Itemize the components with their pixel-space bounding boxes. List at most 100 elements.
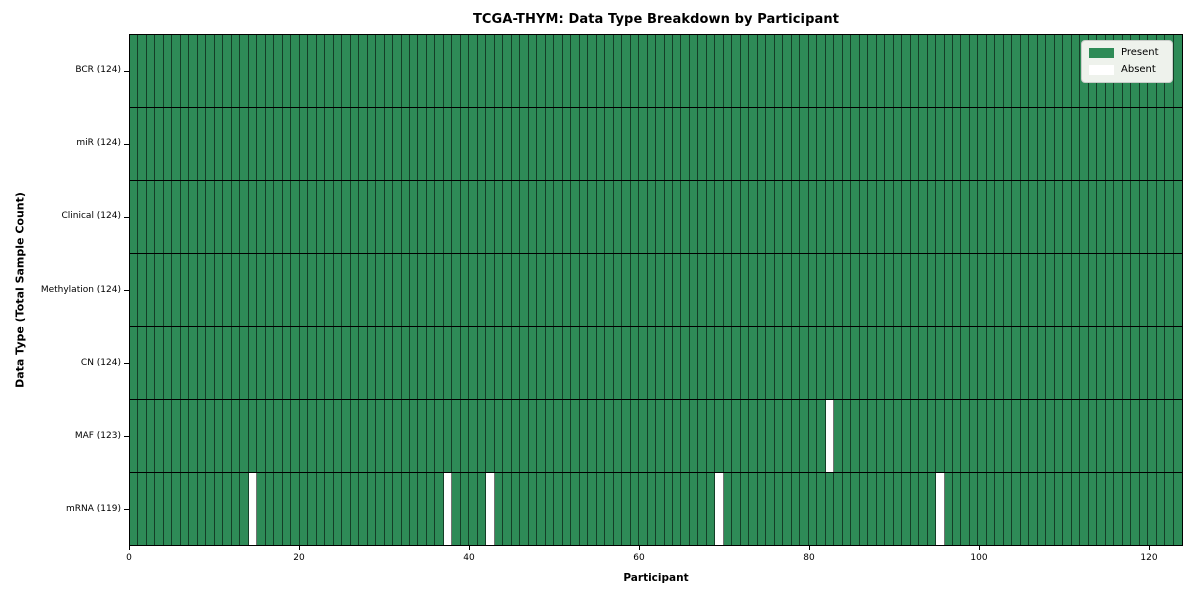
heatmap-cell-present — [1003, 181, 1013, 253]
heatmap-cell-present — [825, 327, 835, 399]
heatmap-cell-present — [1122, 473, 1132, 545]
heatmap-row-methylation — [130, 254, 1182, 327]
heatmap-cell-present — [715, 181, 724, 253]
heatmap-cell-present — [986, 108, 996, 180]
heatmap-cell-present — [469, 35, 478, 107]
heatmap-cell-present — [723, 327, 733, 399]
heatmap-cell-present — [851, 473, 860, 545]
heatmap-cell-present — [808, 108, 818, 180]
heatmap-cell-present — [138, 35, 147, 107]
heatmap-cell-present — [146, 35, 156, 107]
heatmap-cell-present — [579, 254, 589, 326]
heatmap-cell-present — [969, 181, 979, 253]
heatmap-cell-present — [876, 181, 886, 253]
heatmap-cell-present — [265, 35, 275, 107]
heatmap-cell-present — [1114, 400, 1123, 472]
heatmap-cell-present — [1114, 254, 1123, 326]
heatmap-cell-present — [1012, 108, 1021, 180]
heatmap-cell-present — [562, 254, 572, 326]
heatmap-cell-present — [172, 254, 181, 326]
heatmap-cell-present — [698, 400, 707, 472]
heatmap-cell-present — [579, 35, 589, 107]
heatmap-cell-present — [554, 181, 563, 253]
heatmap-cell-present — [1029, 254, 1038, 326]
heatmap-cell-present — [299, 181, 309, 253]
heatmap-cell-present — [656, 327, 665, 399]
heatmap-cell-present — [834, 181, 843, 253]
heatmap-cell-present — [673, 254, 682, 326]
heatmap-cell-present — [1097, 108, 1106, 180]
heatmap-cell-present — [1122, 108, 1132, 180]
heatmap-cell-present — [723, 181, 733, 253]
heatmap-cell-present — [825, 35, 835, 107]
x-tick-mark — [129, 546, 130, 550]
heatmap-cell-present — [393, 327, 402, 399]
heatmap-cell-present — [740, 35, 750, 107]
heatmap-cell-present — [537, 254, 546, 326]
heatmap-cell-present — [732, 254, 741, 326]
heatmap-cell-present — [435, 400, 444, 472]
heatmap-cell-present — [1156, 108, 1166, 180]
heatmap-cell-present — [180, 181, 190, 253]
heatmap-cell-present — [1114, 181, 1123, 253]
heatmap-cell-present — [350, 108, 360, 180]
heatmap-cell-present — [1020, 327, 1030, 399]
heatmap-cell-present — [299, 327, 309, 399]
heatmap-cell-present — [757, 254, 767, 326]
x-tick-mark — [639, 546, 640, 550]
chart-title: TCGA-THYM: Data Type Breakdown by Partic… — [472, 12, 840, 27]
heatmap-cell-present — [1131, 181, 1140, 253]
heatmap-cell-present — [961, 108, 970, 180]
heatmap-cell-present — [1097, 254, 1106, 326]
heatmap-cell-present — [197, 108, 207, 180]
legend-label-present: Present — [1121, 47, 1159, 58]
heatmap-cell-present — [376, 400, 385, 472]
heatmap-cell-present — [1148, 327, 1157, 399]
heatmap-cell-present — [868, 400, 877, 472]
heatmap-cell-present — [1156, 181, 1166, 253]
heatmap-cell-present — [138, 181, 147, 253]
heatmap-cell-present — [596, 473, 606, 545]
heatmap-cell-present — [316, 35, 326, 107]
heatmap-cell-present — [647, 35, 657, 107]
heatmap-cell-present — [214, 35, 224, 107]
heatmap-cell-present — [274, 327, 283, 399]
heatmap-cell-present — [647, 327, 657, 399]
heatmap-cell-present — [180, 254, 190, 326]
heatmap-cell-present — [435, 254, 444, 326]
heatmap-cell-present — [460, 254, 470, 326]
heatmap-cell-present — [961, 254, 970, 326]
heatmap-cell-present — [325, 327, 334, 399]
heatmap-cell-present — [1080, 327, 1089, 399]
heatmap-cell-present — [706, 35, 716, 107]
heatmap-cell-present — [240, 108, 249, 180]
y-tick-label: CN (124) — [80, 357, 121, 368]
heatmap-cell-present — [469, 108, 478, 180]
heatmap-cell-present — [477, 254, 487, 326]
heatmap-cell-present — [740, 181, 750, 253]
heatmap-cell-present — [477, 181, 487, 253]
heatmap-cell-present — [859, 181, 869, 253]
heatmap-cell-present — [1097, 400, 1106, 472]
heatmap-cell-present — [791, 327, 801, 399]
heatmap-cell-present — [1080, 254, 1089, 326]
heatmap-cell-present — [774, 35, 784, 107]
heatmap-cell-present — [656, 254, 665, 326]
heatmap-cell-present — [452, 327, 461, 399]
heatmap-cell-present — [418, 254, 427, 326]
heatmap-cell-present — [605, 108, 614, 180]
heatmap-cell-present — [910, 400, 920, 472]
heatmap-cell-present — [944, 473, 953, 545]
heatmap-cell-present — [978, 181, 987, 253]
heatmap-cell-present — [130, 181, 139, 253]
heatmap-cell-present — [842, 400, 852, 472]
heatmap-cell-absent — [486, 473, 495, 545]
heatmap-cell-present — [808, 35, 818, 107]
heatmap-cell-present — [995, 473, 1004, 545]
heatmap-cell-present — [698, 181, 707, 253]
heatmap-cell-present — [1020, 108, 1030, 180]
heatmap-cell-present — [639, 400, 648, 472]
heatmap-cell-present — [282, 108, 292, 180]
heatmap-cell-present — [723, 473, 733, 545]
heatmap-cell-present — [876, 35, 886, 107]
